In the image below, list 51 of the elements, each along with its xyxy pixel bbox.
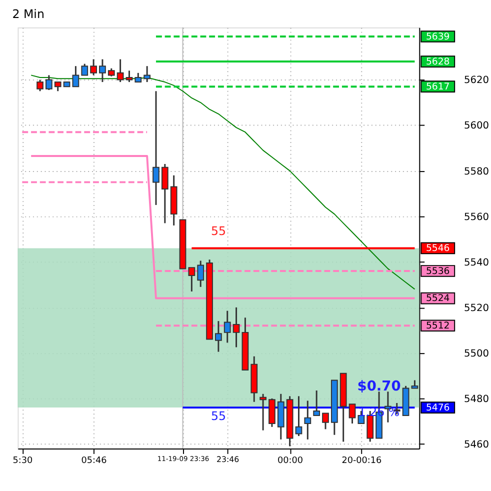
candlestick [224,310,231,344]
candlestick [322,412,329,430]
data-label: 5512 [426,320,450,332]
y-tick-label: 5460 [464,439,489,450]
candlestick [295,395,302,437]
candlestick [232,306,240,348]
candlestick [161,163,168,224]
y-tick-label: 5600 [464,120,489,132]
data-label: 5536 [426,266,450,277]
y-tick-label: 5620 [464,75,489,86]
x-tick-label: 23:46 [216,454,240,464]
candlestick [90,58,97,76]
data-label: 5639 [426,31,450,42]
candlestick [72,65,80,88]
data-label: 5628 [426,56,450,68]
candlestick [313,390,320,416]
annotation: $0.70 [357,378,401,394]
x-tick-label: 20-00:16 [342,456,382,466]
y-tick-label: 5580 [464,166,489,178]
y-tick-label: 5520 [464,302,489,314]
candlestick [134,72,142,83]
candlestick [152,90,160,206]
candlestick [304,400,312,440]
candlestick [188,266,196,292]
data-label: 5524 [426,293,450,304]
annotation: 55 [210,224,226,238]
candlestick [54,81,62,92]
candlestick [81,63,88,76]
candlestick [116,58,124,83]
x-tick-label: 05:46 [81,456,108,466]
candlestick [126,70,133,83]
candlestick [215,320,222,353]
y-tick-label: 5480 [464,394,489,405]
x-tick-label: 5:30 [12,456,33,466]
candlestick [144,65,151,83]
candlestick [99,58,106,83]
annotation: 55 [210,409,226,423]
data-label: 5617 [426,82,450,93]
candlestick [197,260,204,288]
candlestick [45,74,52,91]
candlestick [36,79,44,92]
y-tick-label: 5500 [464,348,489,360]
candlestick [268,398,276,428]
data-label: 5476 [426,402,450,414]
x-tick-label: 00:00 [278,456,304,466]
data-label: 5546 [426,243,450,254]
y-tick-label: 5540 [464,257,489,268]
candlestick [348,403,356,424]
candlestick [260,393,266,432]
chart-title: 2 Min [12,6,44,21]
y-tick-label: 5560 [464,212,489,223]
